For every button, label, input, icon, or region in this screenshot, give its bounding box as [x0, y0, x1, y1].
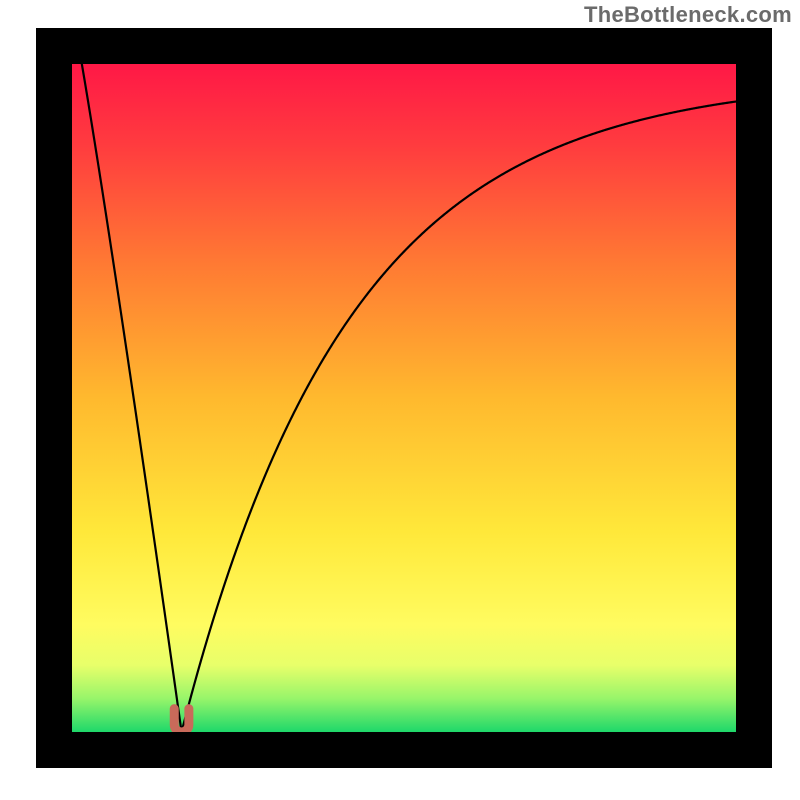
watermark-text: TheBottleneck.com	[584, 2, 792, 28]
plot-area	[36, 28, 772, 768]
bottleneck-curve	[72, 64, 736, 730]
chart-container: TheBottleneck.com	[0, 0, 800, 800]
curve-layer	[72, 64, 736, 732]
minimum-marker	[174, 709, 189, 732]
